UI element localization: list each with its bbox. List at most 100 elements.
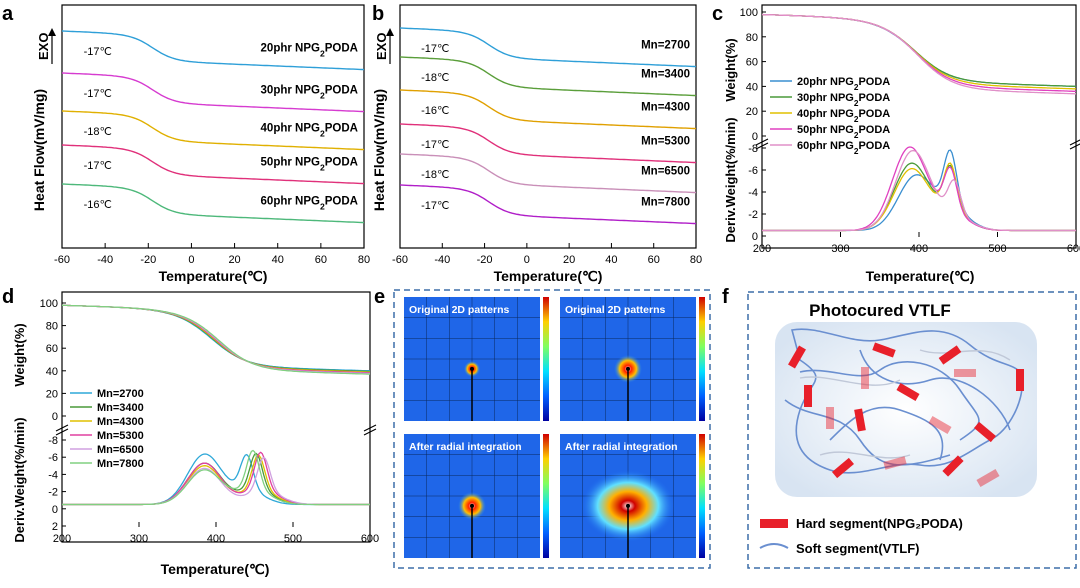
- tg-label: -17℃: [421, 139, 449, 151]
- soft-segment-back: [799, 376, 901, 386]
- xtick-label: 300: [831, 243, 849, 255]
- xtick-label: 20: [228, 254, 240, 266]
- xlabel-d: Temperature(℃): [161, 561, 270, 577]
- polymer-network: [784, 328, 1024, 487]
- axis-break: [55, 424, 69, 436]
- deriv-curve: [762, 149, 1076, 232]
- saxs-tile: After radial integration: [404, 434, 549, 558]
- xtick-label: 500: [284, 533, 302, 545]
- xticks-b: -60 -40 -20 0 20 40 60 80: [392, 243, 702, 266]
- exo-label-b: EXO: [374, 33, 389, 60]
- panel-letter-d: d: [2, 286, 14, 308]
- xtick-label: 400: [910, 243, 928, 255]
- soft-segment: [859, 349, 1011, 431]
- series-label: Mn=7800: [641, 197, 690, 209]
- hard-segment: [1016, 369, 1024, 391]
- dsc-curve: [61, 110, 365, 151]
- xtick-label: 600: [361, 533, 379, 545]
- legend-label: Mn=4300: [97, 416, 144, 428]
- dsc-curve: [399, 123, 697, 164]
- ylabel-d-bottom: Deriv.Weight(%/min): [12, 417, 27, 542]
- ytick-label: 20: [46, 388, 58, 400]
- legend-label: 60phr NPG2PODA: [797, 140, 890, 156]
- beam-center: [626, 366, 630, 371]
- legend-label: Mn=2700: [97, 388, 144, 400]
- panel-e: e Original 2D patterns Original 2D patter…: [374, 286, 711, 569]
- ylabel-b: Heat Flow(mV/mg): [371, 89, 387, 211]
- tg-label: -17℃: [84, 160, 112, 172]
- deriv-curve: [762, 146, 1076, 232]
- hard-segment: [788, 345, 806, 369]
- xlabel-b: Temperature(℃): [494, 268, 603, 284]
- panel-letter-a: a: [2, 3, 14, 25]
- network-background: [775, 322, 1037, 497]
- curves-c: 200300400500600100806040200-8-6-4-2020ph…: [740, 7, 1080, 255]
- panel-letter-e: e: [374, 286, 385, 308]
- weight-curve: [62, 304, 371, 375]
- ytick-label: 40: [46, 366, 58, 378]
- legend-hard-label: Hard segment(NPG₂PODA): [796, 516, 963, 531]
- xtick-label: 20: [563, 254, 575, 266]
- xlabel-c: Temperature(℃): [866, 268, 975, 284]
- series-label: Mn=5300: [641, 136, 690, 148]
- dsc-curve: [61, 72, 365, 113]
- colorbar: [543, 434, 549, 558]
- ytick-label: 100: [740, 7, 758, 19]
- xtick-label: 60: [648, 254, 660, 266]
- hard-segment: [928, 416, 952, 434]
- plot-frame-a: [61, 4, 365, 249]
- xtick-label: -60: [392, 254, 408, 266]
- xlabel-a: Temperature(℃): [159, 268, 268, 284]
- ytick-label: 0: [52, 504, 58, 516]
- ylabel-c-top: Weight(%): [723, 38, 738, 101]
- ytick-label: 20: [746, 106, 758, 118]
- xtick-label: 400: [207, 533, 225, 545]
- ytick-label: -4: [748, 187, 758, 199]
- dsc-curve: [399, 184, 697, 225]
- xtick-label: 40: [605, 254, 617, 266]
- ylabel-c-bottom: Deriv.Weight(%/min): [723, 117, 738, 242]
- xticks-a: -60 -40 -20 0 20 40 60 80: [54, 243, 370, 266]
- soft-segment-back: [819, 451, 911, 459]
- series-label: 60phr NPG2PODA: [261, 196, 358, 212]
- dsc-curve: [61, 144, 365, 185]
- xtick-label: 60: [315, 254, 327, 266]
- xtick-label: -60: [54, 254, 70, 266]
- deriv-curve: [762, 149, 1076, 232]
- dsc-curve: [399, 89, 697, 130]
- hard-segment: [861, 367, 869, 389]
- series-label: Mn=3400: [641, 69, 690, 81]
- hard-segment: [854, 408, 866, 432]
- dsc-curve: [399, 56, 697, 97]
- series-label: Mn=6500: [641, 166, 690, 178]
- curves-a: -17℃ 20phr NPG2PODA -17℃ 30phr NPG2PODA -18℃…: [61, 30, 365, 224]
- exo-label-a: EXO: [36, 33, 51, 60]
- tg-label: -17℃: [421, 200, 449, 212]
- saxs-tile: Original 2D patterns: [560, 297, 705, 421]
- series-label: 40phr NPG2PODA: [261, 123, 358, 139]
- panel-b: b EXO Heat Flow(mV/mg) -17℃ Mn=2700 -18℃ Mn…: [371, 3, 702, 284]
- tile-title: Original 2D patterns: [565, 304, 666, 316]
- ytick-label: 80: [746, 32, 758, 44]
- ytick-label: 100: [40, 298, 58, 310]
- legend-label: 50phr NPG2PODA: [797, 124, 890, 140]
- panel-f: f Photocured VTLF Hard segment(NPG₂PODA)…: [722, 286, 1077, 569]
- xtick-label: -20: [140, 254, 156, 266]
- axis-break: [755, 138, 769, 150]
- panel-e-border: [393, 289, 711, 569]
- hard-segment: [938, 345, 962, 365]
- legend-soft-label: Soft segment(VTLF): [796, 541, 920, 556]
- axis-break: [363, 424, 377, 436]
- panel-c: c Weight(%) Deriv.Weight(%/min) 200 300 40…: [712, 3, 1080, 284]
- soft-segment-back: [919, 349, 1011, 361]
- ytick-label: -8: [48, 435, 58, 447]
- hard-segment: [826, 407, 834, 429]
- panel-letter-f: f: [722, 286, 729, 308]
- colorbar: [699, 297, 705, 421]
- plot-frame-b: [399, 4, 697, 249]
- tile-title: After radial integration: [565, 441, 678, 453]
- ytick-label: -6: [748, 165, 758, 177]
- hard-segment: [883, 456, 907, 470]
- ytick-label: 0: [752, 231, 758, 243]
- xtick-label: 200: [53, 533, 71, 545]
